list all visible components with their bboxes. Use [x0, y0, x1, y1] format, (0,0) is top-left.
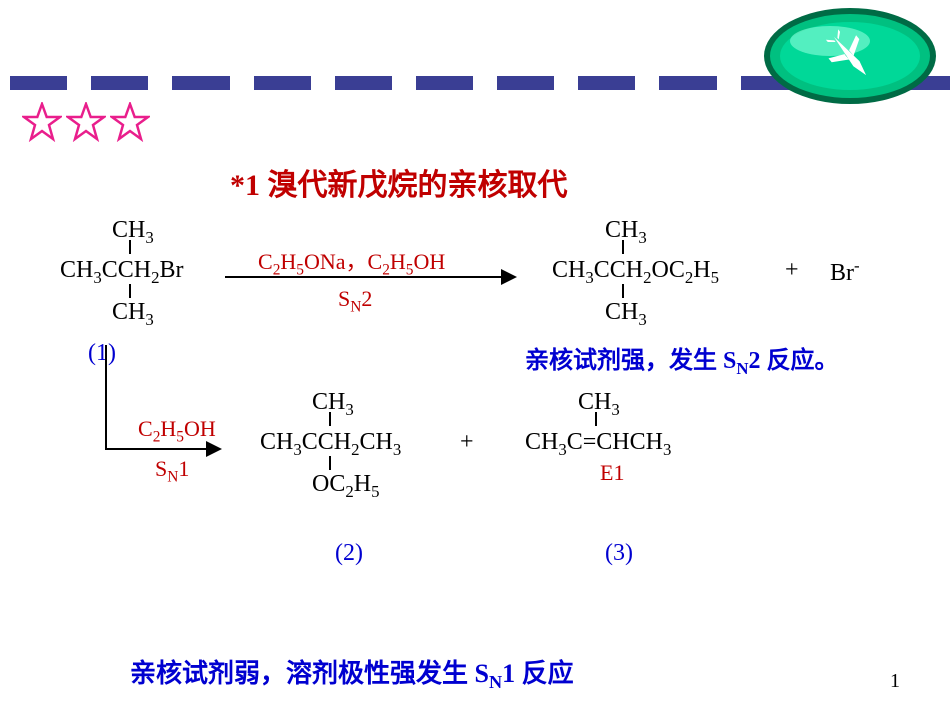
reagent-sn2: C2H5ONa，C2H5OH [258, 244, 445, 279]
bond [595, 412, 597, 426]
prod1-ch3-top: CH3 [605, 218, 647, 247]
prod2-oc2h5: OC2H5 [312, 472, 379, 501]
prod1-br: Br- [830, 258, 860, 285]
bond [129, 240, 131, 254]
reagent-sn1: C2H5OH [138, 416, 216, 446]
prod3-ch3-top: CH3 [578, 390, 620, 419]
prod2-main: CH3CCH2CH3 [260, 430, 401, 459]
bond [622, 240, 624, 254]
note-sn1: 亲核试剂弱，溶剂极性强发生 SN1 反应 [130, 653, 574, 693]
mol-neopentyl-bromide: CH3CCH2Br [60, 258, 183, 287]
mechanism-sn2: SN2 [338, 286, 372, 316]
label-2: (2) [335, 540, 363, 567]
mechanism-e1: E1 [600, 460, 624, 486]
bond [622, 284, 624, 298]
prod1-ether: CH3CCH2OC2H5 [552, 258, 719, 287]
prod3-alkene: CH3C=CHCH3 [525, 430, 671, 459]
page-number: 1 [890, 670, 900, 693]
mol-ch3-bot: CH3 [112, 300, 154, 329]
reaction-arrow-2 [105, 448, 220, 450]
bond [329, 412, 331, 426]
mechanism-sn1: SN1 [155, 456, 189, 486]
prod2-ch3-top: CH3 [312, 390, 354, 419]
airplane-badge-icon [760, 6, 940, 106]
bond [329, 456, 331, 470]
importance-stars [22, 102, 150, 142]
prod1-ch3-bot: CH3 [605, 300, 647, 329]
note-sn2: 亲核试剂强，发生 SN2 反应。 [525, 340, 838, 379]
slide-title: *1 溴代新戊烷的亲核取代 [230, 160, 568, 204]
bond [129, 284, 131, 298]
plus-1: + [785, 258, 799, 282]
branch-down [105, 345, 107, 450]
plus-2: + [460, 430, 474, 454]
mol-ch3-top: CH3 [112, 218, 154, 247]
label-1: (1) [88, 340, 116, 367]
label-3: (3) [605, 540, 633, 567]
